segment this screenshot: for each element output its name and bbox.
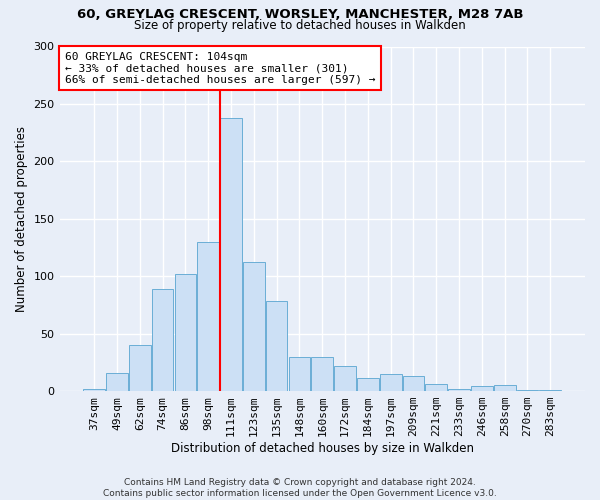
Bar	[539, 390, 561, 391]
Bar	[425, 384, 447, 391]
Bar	[83, 389, 105, 391]
Bar	[289, 356, 310, 391]
Bar	[357, 378, 379, 391]
Bar	[243, 262, 265, 391]
Bar	[448, 389, 470, 391]
Bar	[311, 356, 333, 391]
Text: Contains HM Land Registry data © Crown copyright and database right 2024.
Contai: Contains HM Land Registry data © Crown c…	[103, 478, 497, 498]
Bar	[471, 386, 493, 391]
Text: Size of property relative to detached houses in Walkden: Size of property relative to detached ho…	[134, 18, 466, 32]
Bar	[266, 302, 287, 391]
Bar	[106, 372, 128, 391]
X-axis label: Distribution of detached houses by size in Walkden: Distribution of detached houses by size …	[171, 442, 474, 455]
Text: 60 GREYLAG CRESCENT: 104sqm
← 33% of detached houses are smaller (301)
66% of se: 60 GREYLAG CRESCENT: 104sqm ← 33% of det…	[65, 52, 375, 85]
Bar	[129, 345, 151, 391]
Bar	[197, 242, 219, 391]
Bar	[380, 374, 401, 391]
Text: 60, GREYLAG CRESCENT, WORSLEY, MANCHESTER, M28 7AB: 60, GREYLAG CRESCENT, WORSLEY, MANCHESTE…	[77, 8, 523, 20]
Bar	[334, 366, 356, 391]
Bar	[175, 274, 196, 391]
Bar	[152, 289, 173, 391]
Bar	[517, 390, 538, 391]
Y-axis label: Number of detached properties: Number of detached properties	[15, 126, 28, 312]
Bar	[220, 118, 242, 391]
Bar	[494, 386, 515, 391]
Bar	[403, 376, 424, 391]
